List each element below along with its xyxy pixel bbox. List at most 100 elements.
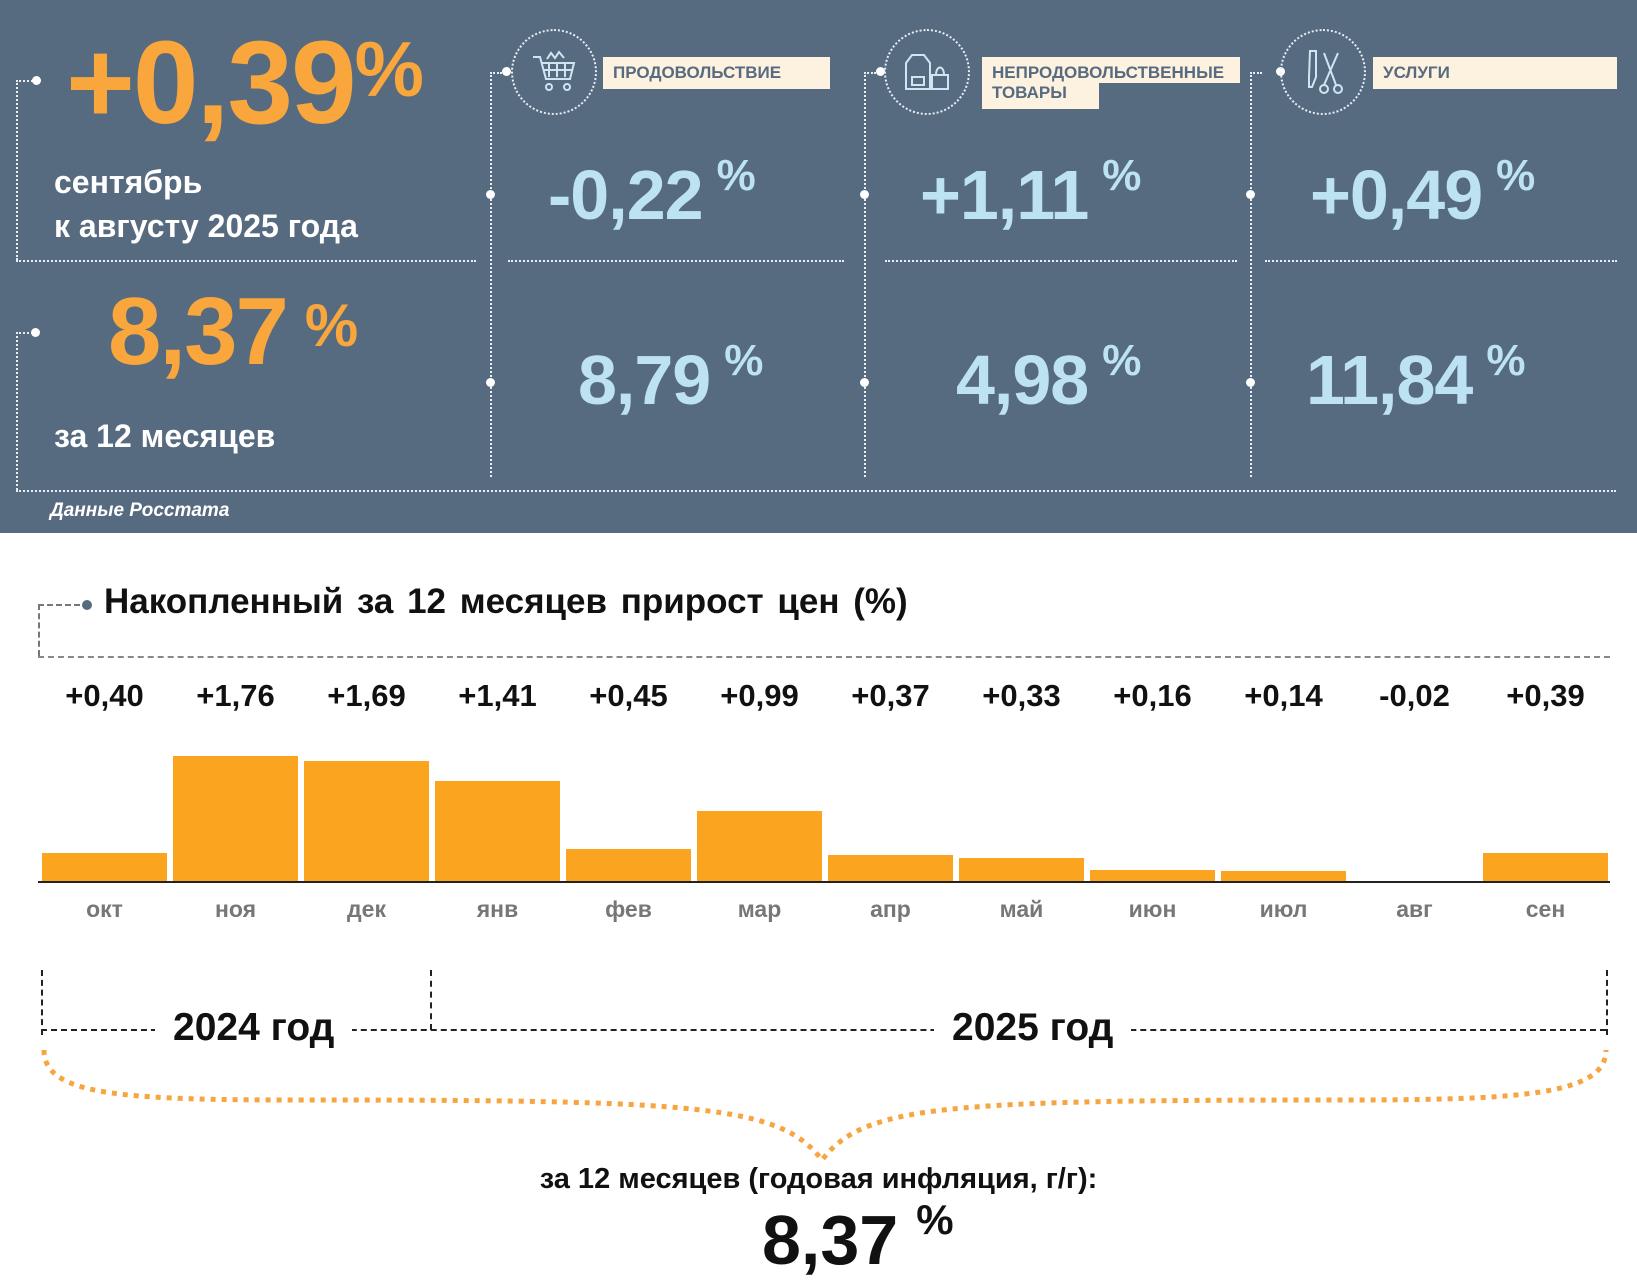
category-label: УСЛУГИ (1373, 57, 1617, 89)
services-monthly-value: +0,49% (1310, 151, 1535, 235)
percent-sign: % (1496, 151, 1535, 200)
percent-sign: % (916, 1196, 954, 1243)
clothing-bag-icon (884, 29, 970, 115)
annual-inflation: 8,37% (108, 282, 358, 382)
bar-июл (1221, 871, 1346, 881)
category-label-line2: ТОВАРЫ (982, 83, 1099, 109)
source-note: Данные Росстата (50, 500, 230, 521)
category-label-line1: НЕПРОДОВОЛЬСТВЕННЫЕ (982, 57, 1240, 83)
month-label: июл (1259, 896, 1308, 922)
bar-апр (828, 854, 953, 881)
annual-value: 8,37 (108, 278, 289, 385)
node-dot (32, 76, 41, 85)
bar-фев (566, 849, 691, 881)
connector (864, 72, 866, 477)
percent-sign: % (354, 25, 424, 113)
title-connector (38, 604, 80, 606)
chart-title: Накопленный за 12 месяцев прирост цен (%… (104, 582, 908, 621)
value-label: +0,40 (65, 678, 144, 713)
range-tick (1606, 970, 1608, 1035)
title-connector (38, 604, 40, 656)
month-label: фев (605, 896, 652, 922)
bar-окт (42, 852, 167, 881)
connector (1250, 72, 1252, 477)
bar-мар (697, 810, 822, 881)
summary-panel: +0,39% сентябрь к августу 2025 года 8,37… (0, 0, 1637, 533)
value-label: +1,41 (458, 678, 537, 713)
category-label: ПРОДОВОЛЬСТВИЕ (603, 57, 830, 89)
month-label: мар (737, 896, 782, 922)
node-dot (486, 378, 495, 387)
month-label: май (999, 896, 1044, 922)
connector (16, 332, 18, 490)
divider (16, 490, 1616, 492)
range-tick (41, 970, 43, 1035)
divider (885, 260, 1237, 262)
month-label: апр (870, 896, 911, 922)
divider (1265, 260, 1617, 262)
connector (16, 332, 36, 334)
bar-сен (1483, 853, 1608, 881)
month-label: дек (347, 896, 386, 922)
value-label: +0,39 (1506, 678, 1585, 713)
range-line (41, 1029, 1606, 1031)
node-dot (860, 378, 869, 387)
year-2025-label: 2025 год (934, 1006, 1132, 1050)
value-label: +0,37 (851, 678, 930, 713)
value: +1,11 (920, 156, 1089, 234)
percent-sign: % (716, 151, 756, 200)
percent-sign: % (1102, 336, 1141, 385)
percent-sign: % (1486, 336, 1525, 385)
value: 8,79 (578, 341, 711, 419)
bar-июн (1090, 869, 1215, 881)
value-label: +1,76 (196, 678, 275, 713)
node-dot (860, 190, 869, 199)
value: 4,98 (956, 341, 1089, 419)
shopping-cart-icon (511, 29, 597, 115)
bar-май (959, 857, 1084, 881)
month-label: ноя (214, 896, 257, 922)
value: +0,49 (1310, 156, 1483, 234)
bar-янв (435, 780, 560, 881)
percent-sign: % (724, 336, 763, 385)
nonfood-monthly-value: +1,11% (920, 151, 1141, 235)
title-divider (38, 656, 1610, 658)
month-label: окт (86, 896, 123, 922)
divider (16, 260, 476, 262)
connector (16, 80, 18, 260)
nonfood-annual-value: 4,98% (956, 336, 1141, 420)
connector (490, 72, 492, 477)
value-label: +1,69 (327, 678, 406, 713)
divider (508, 260, 844, 262)
value: 11,84 (1306, 341, 1473, 419)
node-dot (502, 67, 511, 76)
value-label: +0,14 (1244, 678, 1323, 713)
summary-value: 8,37% (762, 1196, 954, 1280)
year-2024-label: 2024 год (155, 1006, 353, 1050)
connector (864, 72, 876, 74)
range-tick (430, 970, 432, 1030)
monthly-inflation: +0,39% (66, 18, 424, 148)
value: 8,37 (762, 1201, 899, 1279)
percent-sign: % (304, 292, 358, 359)
bar-ноя (173, 756, 298, 881)
month-label: сен (1525, 896, 1566, 922)
value: -0,22 (548, 156, 704, 234)
monthly-caption-2: к августу 2025 года (54, 208, 358, 244)
monthly-caption-1: сентябрь (54, 164, 203, 200)
connector (490, 72, 502, 74)
value-label: +0,99 (720, 678, 799, 713)
value-label: +0,16 (1113, 678, 1192, 713)
month-label: янв (476, 896, 519, 922)
food-annual-value: 8,79% (578, 336, 763, 420)
month-label: июн (1128, 896, 1177, 922)
node-dot (31, 328, 40, 337)
services-annual-value: 11,84% (1306, 336, 1525, 420)
month-label: авг (1396, 896, 1433, 922)
comb-scissors-icon (1280, 29, 1366, 115)
curly-brace (41, 1049, 1609, 1165)
value-label: +0,33 (982, 678, 1061, 713)
food-monthly-value: -0,22% (548, 151, 756, 235)
x-axis (38, 881, 1610, 883)
summary-caption: за 12 месяцев (годовая инфляция, г/г): (539, 1163, 1098, 1195)
